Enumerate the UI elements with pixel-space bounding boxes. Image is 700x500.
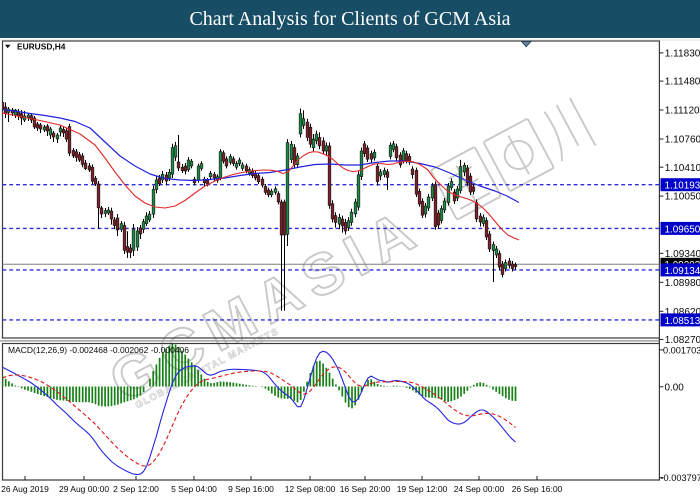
svg-text:19 Sep 12:00: 19 Sep 12:00 xyxy=(397,484,448,494)
svg-text:1.08620: 1.08620 xyxy=(665,307,700,318)
svg-text:1.08270: 1.08270 xyxy=(665,335,700,346)
svg-text:1.11120: 1.11120 xyxy=(665,106,700,117)
svg-text:1.08980: 1.08980 xyxy=(665,278,700,289)
svg-text:1.08513: 1.08513 xyxy=(665,316,700,327)
svg-text:16 Sep 20:00: 16 Sep 20:00 xyxy=(340,484,391,494)
svg-text:2 Sep 12:00: 2 Sep 12:00 xyxy=(113,484,159,494)
svg-text:29 Aug 00:00: 29 Aug 00:00 xyxy=(59,484,109,494)
svg-text:5 Sep 04:00: 5 Sep 04:00 xyxy=(171,484,217,494)
svg-text:MACD(12,26,9) -0.002468 -0.002: MACD(12,26,9) -0.002468 -0.002062 -0.000… xyxy=(8,345,189,355)
svg-text:EURUSD,H4: EURUSD,H4 xyxy=(17,42,66,52)
svg-text:1.10193: 1.10193 xyxy=(665,181,700,192)
svg-text:24 Sep 00:00: 24 Sep 00:00 xyxy=(454,484,505,494)
svg-text:26 Aug 2019: 26 Aug 2019 xyxy=(1,484,49,494)
svg-text:1.11480: 1.11480 xyxy=(665,77,700,88)
svg-text:12 Sep 08:00: 12 Sep 08:00 xyxy=(285,484,336,494)
svg-text:26 Sep 16:00: 26 Sep 16:00 xyxy=(512,484,563,494)
svg-text:0.001703: 0.001703 xyxy=(663,346,700,356)
svg-text:9 Sep 16:00: 9 Sep 16:00 xyxy=(228,484,274,494)
svg-text:1.09650: 1.09650 xyxy=(665,224,700,235)
svg-text:1.09134: 1.09134 xyxy=(665,266,700,277)
svg-text:1.09340: 1.09340 xyxy=(665,249,700,260)
svg-text:0.00: 0.00 xyxy=(665,382,685,393)
svg-text:1.10760: 1.10760 xyxy=(665,135,700,146)
svg-text:1.11830: 1.11830 xyxy=(665,49,700,60)
svg-text:1.10050: 1.10050 xyxy=(665,192,700,203)
svg-text:1.10410: 1.10410 xyxy=(665,163,700,174)
svg-text:-0.003797: -0.003797 xyxy=(661,473,700,483)
